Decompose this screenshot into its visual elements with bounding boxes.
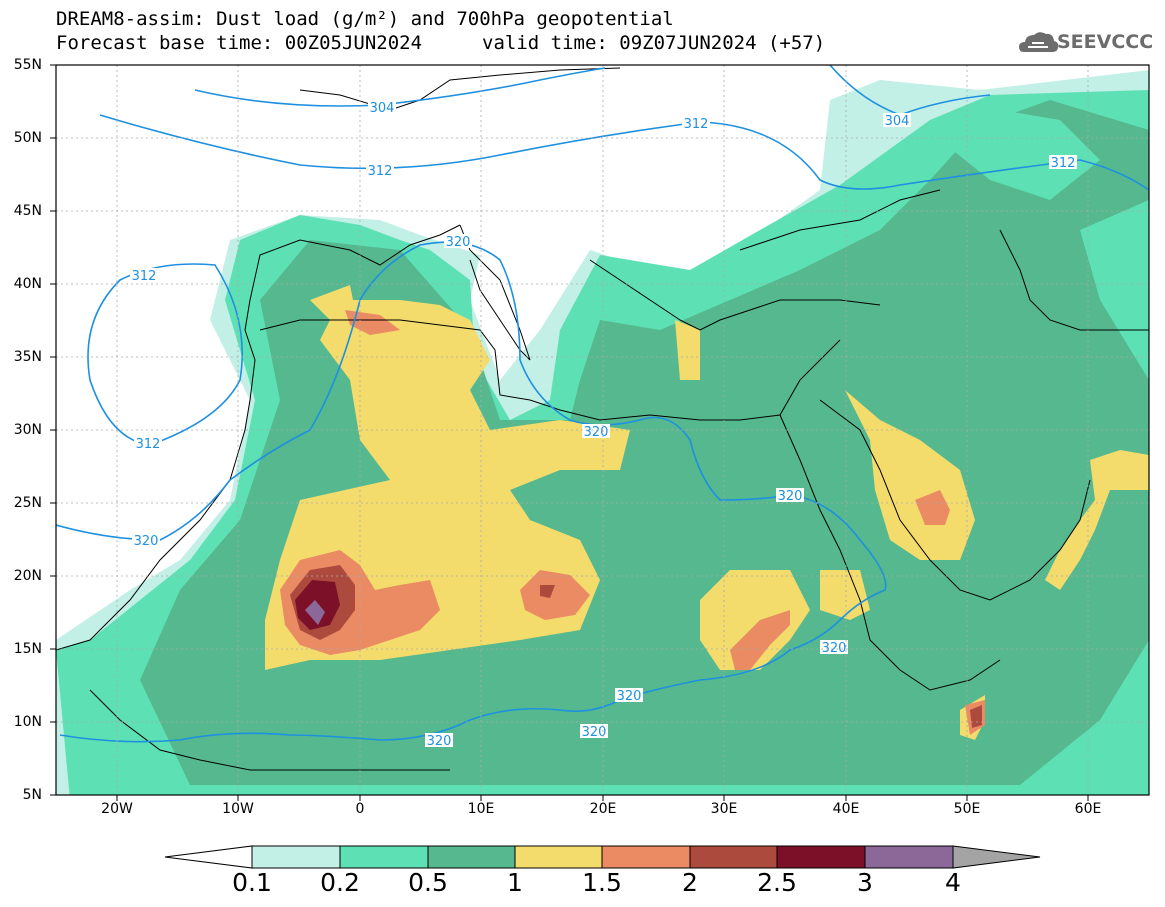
contour-label: 320 — [778, 489, 803, 504]
lat-tick-label: 35N — [13, 349, 42, 365]
colorbar-swatch — [251, 845, 341, 869]
lon-tick-label: 50E — [953, 801, 981, 817]
colorbar-label: 2 — [682, 868, 698, 897]
lon-tick-label: 30E — [710, 801, 738, 817]
colorbar-label: 1.5 — [582, 868, 622, 897]
colorbar-swatch — [601, 845, 691, 869]
colorbar-label: 0.5 — [408, 868, 448, 897]
lon-tick-label: 0 — [355, 801, 365, 817]
colorbar — [164, 845, 1041, 869]
contour-label: 320 — [617, 689, 642, 704]
lat-tick-label: 5N — [22, 787, 42, 803]
colorbar-swatch — [864, 845, 954, 869]
lon-tick-label: 40E — [832, 801, 860, 817]
lat-tick-label: 30N — [13, 422, 42, 438]
lon-tick-label: 60E — [1074, 801, 1102, 817]
colorbar-swatch — [339, 845, 429, 869]
colorbar-swatch — [776, 845, 866, 869]
contour-label: 312 — [136, 437, 161, 452]
colorbar-swatch — [689, 845, 778, 869]
colorbar-label: 1 — [507, 868, 523, 897]
contour-label: 320 — [446, 235, 471, 250]
lat-tick-label: 25N — [13, 495, 42, 511]
valid-time: valid time: 09Z07JUN2024 (+57) — [482, 32, 826, 54]
lon-tick-label: 10W — [222, 801, 254, 817]
contour-label: 320 — [427, 734, 452, 749]
colorbar-label: 2.5 — [757, 868, 797, 897]
contour-label: 304 — [370, 101, 395, 116]
lon-tick-label: 20W — [101, 801, 133, 817]
contour-label: 312 — [368, 164, 393, 179]
lon-tick-label: 10E — [467, 801, 495, 817]
contour-label: 312 — [132, 269, 157, 284]
lon-tick-label: 20E — [589, 801, 617, 817]
contour-label: 320 — [822, 641, 847, 656]
lat-tick-label: 10N — [13, 714, 42, 730]
colorbar-arrow-low — [164, 845, 253, 869]
colorbar-swatch — [514, 845, 603, 869]
cloud-icon — [1019, 32, 1059, 52]
lat-tick-label: 55N — [13, 57, 42, 73]
lat-tick-label: 20N — [13, 568, 42, 584]
contour-labels: 304 304 312 312 312 312 312 320 320 320 … — [130, 100, 1077, 749]
forecast-base-time: Forecast base time: 00Z05JUN2024 — [56, 32, 423, 54]
coastlines — [56, 67, 1149, 771]
axis-ticks — [50, 64, 1089, 801]
colorbar-swatch — [427, 845, 516, 869]
colorbar-arrow-high — [952, 845, 1041, 869]
colorbar-label: 4 — [945, 868, 961, 897]
contour-label: 312 — [1051, 156, 1076, 171]
contour-label: 304 — [885, 114, 910, 129]
lat-tick-label: 50N — [13, 130, 42, 146]
chart-title: DREAM8-assim: Dust load (g/m²) and 700hP… — [56, 8, 674, 30]
contour-label: 320 — [584, 425, 609, 440]
colorbar-label: 0.1 — [232, 868, 272, 897]
contour-label: 320 — [134, 534, 159, 549]
contour-label: 320 — [582, 725, 607, 740]
contour-label: 312 — [684, 117, 709, 132]
lat-tick-label: 45N — [13, 203, 42, 219]
lat-tick-label: 15N — [13, 641, 42, 657]
seevccc-logo-text: SEEVCCC — [1057, 31, 1154, 53]
colorbar-label: 0.2 — [320, 868, 360, 897]
colorbar-label: 3 — [857, 868, 873, 897]
graticule — [56, 65, 1149, 795]
lat-tick-label: 40N — [13, 276, 42, 292]
